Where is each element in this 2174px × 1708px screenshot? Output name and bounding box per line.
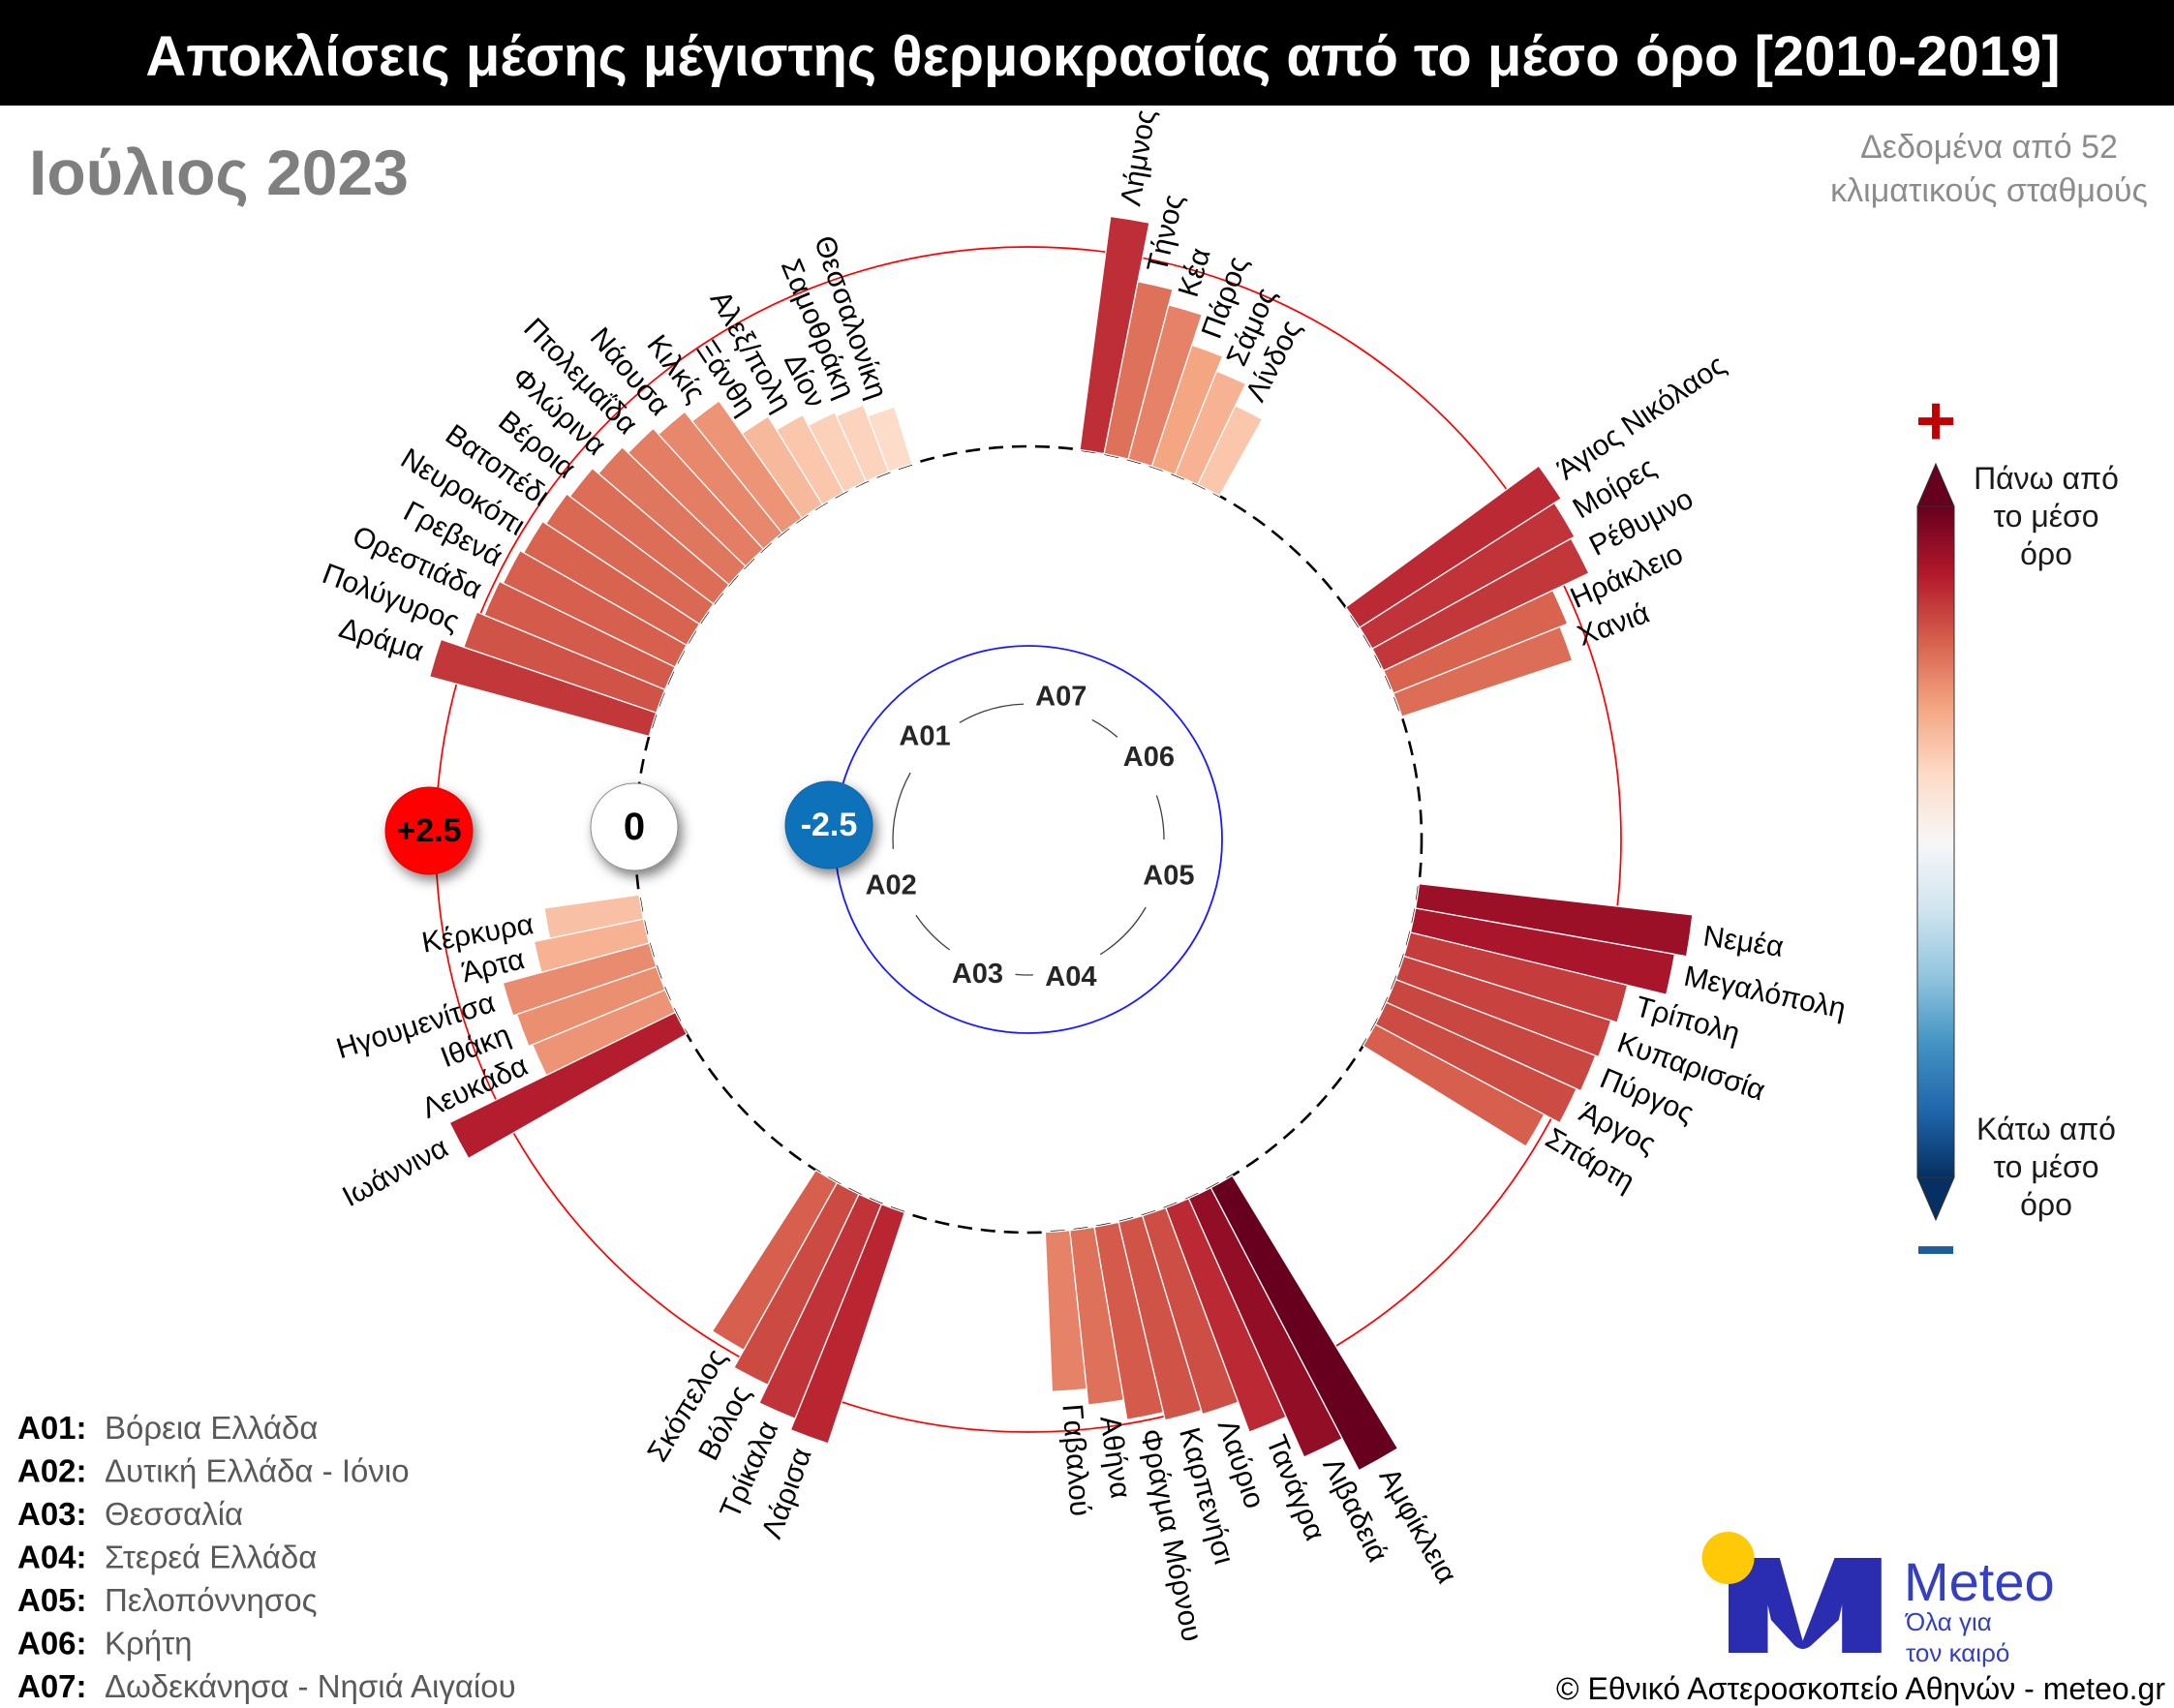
- svg-text:Αποκλίσεις μέσης μέγιστης θερμ: Αποκλίσεις μέσης μέγιστης θερμοκρασίας α…: [145, 25, 2060, 88]
- svg-text:όρο: όρο: [2020, 1187, 2072, 1222]
- svg-text:Κάτω από: Κάτω από: [1976, 1112, 2116, 1146]
- svg-text:A06:: A06:: [17, 1626, 87, 1662]
- svg-text:A04: A04: [1045, 961, 1096, 992]
- svg-text:Δωδεκάνησα - Νησιά Αιγαίου: Δωδεκάνησα - Νησιά Αιγαίου: [105, 1668, 516, 1704]
- svg-text:κλιματικούς σταθμούς: κλιματικούς σταθμούς: [1830, 172, 2148, 209]
- svg-text:A05: A05: [1143, 860, 1194, 891]
- svg-text:-2.5: -2.5: [801, 807, 858, 843]
- svg-text:+2.5: +2.5: [396, 812, 461, 849]
- svg-text:A01: A01: [899, 721, 950, 752]
- svg-text:Δεδομένα από 52: Δεδομένα από 52: [1860, 129, 2118, 166]
- svg-text:Στερεά Ελλάδα: Στερεά Ελλάδα: [105, 1540, 317, 1575]
- svg-text:A04:: A04:: [17, 1540, 87, 1575]
- svg-text:όρο: όρο: [2020, 536, 2072, 571]
- svg-text:0: 0: [624, 806, 645, 848]
- svg-text:Ιούλιος 2023: Ιούλιος 2023: [29, 137, 409, 208]
- svg-text:A01:: A01:: [17, 1410, 87, 1446]
- svg-text:+: +: [1915, 382, 1956, 460]
- svg-text:Πελοπόννησος: Πελοπόννησος: [105, 1582, 318, 1618]
- svg-text:τον καιρό: τον καιρό: [1906, 1638, 2009, 1667]
- svg-text:A02:: A02:: [17, 1453, 87, 1489]
- svg-text:A05:: A05:: [17, 1582, 87, 1618]
- svg-text:Θεσσαλία: Θεσσαλία: [105, 1496, 243, 1532]
- svg-text:το μέσο: το μέσο: [1993, 1149, 2098, 1184]
- svg-text:A07: A07: [1035, 681, 1087, 712]
- svg-text:Πάνω από: Πάνω από: [1974, 461, 2119, 496]
- svg-text:A07:: A07:: [17, 1668, 87, 1704]
- svg-text:Meteo: Meteo: [1904, 1551, 2055, 1612]
- svg-text:Βόρεια Ελλάδα: Βόρεια Ελλάδα: [105, 1410, 318, 1446]
- svg-text:A06: A06: [1123, 742, 1175, 773]
- svg-text:A02: A02: [866, 869, 917, 900]
- svg-text:Όλα για: Όλα για: [1905, 1607, 1992, 1636]
- svg-text:A03:: A03:: [17, 1496, 87, 1532]
- svg-text:το μέσο: το μέσο: [1993, 499, 2098, 534]
- svg-text:Κρήτη: Κρήτη: [105, 1626, 193, 1662]
- svg-text:© Εθνικό Αστεροσκοπείο Αθηνών: © Εθνικό Αστεροσκοπείο Αθηνών - meteo.gr: [1556, 1671, 2165, 1706]
- svg-text:Δυτική Ελλάδα - Ιόνιο: Δυτική Ελλάδα - Ιόνιο: [105, 1453, 410, 1489]
- svg-text:A03: A03: [952, 959, 1003, 990]
- svg-text:−: −: [1915, 1211, 1956, 1289]
